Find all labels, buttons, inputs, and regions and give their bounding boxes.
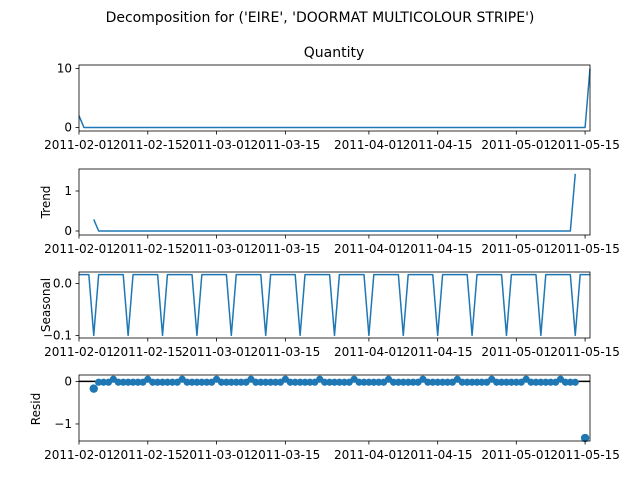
seasonal-ytick-label: 0.0 — [53, 276, 72, 290]
resid-axes-frame — [78, 374, 591, 442]
resid-point — [163, 378, 172, 386]
resid-point — [124, 378, 132, 386]
resid-point — [335, 378, 344, 386]
resid-point — [365, 378, 373, 386]
resid-point — [463, 378, 471, 386]
resid-point — [507, 378, 515, 386]
seasonal-xtick-label: 2011-05-15 — [550, 345, 620, 359]
trend-xtick-label: 2011-04-15 — [403, 242, 473, 256]
resid-point — [389, 378, 398, 386]
resid-point — [262, 378, 270, 386]
trend-xtick-label: 2011-05-01 — [481, 242, 551, 256]
resid-xtick-label: 2011-05-01 — [481, 448, 551, 462]
resid-xtick-label: 2011-03-15 — [250, 448, 320, 462]
resid-xtick-label: 2011-05-15 — [550, 448, 620, 462]
observed-xtick-label: 2011-02-15 — [113, 138, 183, 152]
resid-ylabel: Resid — [29, 393, 43, 425]
resid-xtick-label: 2011-04-15 — [403, 448, 473, 462]
resid-xtick-label: 2011-02-01 — [44, 448, 114, 462]
observed-xtick-label: 2011-05-01 — [481, 138, 551, 152]
resid-point — [193, 378, 201, 386]
seasonal-xtick-label: 2011-04-01 — [334, 345, 404, 359]
resid-point — [149, 378, 157, 386]
observed-xtick-label: 2011-04-01 — [334, 138, 404, 152]
resid-point — [134, 378, 142, 386]
resid-ytick-label: −1 — [54, 417, 72, 431]
resid-point — [237, 378, 245, 386]
observed-xtick-label: 2011-03-01 — [182, 138, 252, 152]
resid-xtick-label: 2011-02-15 — [113, 448, 183, 462]
resid-point — [306, 378, 314, 386]
resid-point — [478, 378, 486, 386]
resid-xtick-label: 2011-04-01 — [334, 448, 404, 462]
trend-series-line — [93, 173, 577, 232]
observed-axes-frame — [78, 64, 591, 132]
seasonal-xtick-label: 2011-05-01 — [481, 345, 551, 359]
seasonal-series-line — [79, 273, 590, 337]
resid-point — [532, 378, 540, 386]
resid-point — [95, 378, 103, 386]
observed-xtick-label: 2011-05-15 — [550, 138, 620, 152]
trend-xtick-label: 2011-02-15 — [113, 242, 183, 256]
observed-series-line — [78, 68, 591, 129]
observed-ytick-label: 0 — [64, 120, 72, 134]
resid-point — [404, 378, 412, 386]
resid-point — [252, 378, 260, 386]
seasonal-ytick-label: −0.1 — [43, 328, 72, 342]
resid-point — [561, 378, 570, 386]
observed-panel-title: Quantity — [304, 45, 365, 61]
resid-point — [89, 384, 98, 393]
trend-xtick-label: 2011-04-01 — [334, 242, 404, 256]
trend-axes-frame — [78, 168, 591, 236]
resid-point — [580, 433, 590, 443]
seasonal-xtick-label: 2011-03-15 — [250, 345, 320, 359]
seasonal-axes-frame — [78, 271, 591, 339]
observed-ytick-label: 10 — [57, 62, 72, 76]
resid-point — [571, 378, 579, 386]
resid-point — [222, 378, 230, 386]
seasonal-xtick-label: 2011-02-15 — [113, 345, 183, 359]
resid-xtick-label: 2011-03-01 — [182, 448, 252, 462]
trend-xtick-label: 2011-05-15 — [550, 242, 620, 256]
observed-xtick-label: 2011-02-01 — [44, 138, 114, 152]
observed-xtick-label: 2011-03-15 — [250, 138, 320, 152]
resid-point — [493, 378, 501, 386]
trend-ytick-label: 1 — [64, 184, 72, 198]
trend-ylabel: Trend — [39, 186, 53, 220]
seasonal-xtick-label: 2011-04-15 — [403, 345, 473, 359]
observed-xtick-label: 2011-04-15 — [403, 138, 473, 152]
seasonal-xtick-label: 2011-03-01 — [182, 345, 252, 359]
trend-xtick-label: 2011-02-01 — [44, 242, 114, 256]
trend-ytick-label: 0 — [64, 224, 72, 238]
resid-point — [321, 378, 329, 386]
seasonal-xtick-label: 2011-02-01 — [44, 345, 114, 359]
resid-point — [434, 378, 442, 386]
observed-panel: 0 10 2011-02-01 2011-02-15 2011-03-01 2011-03… — [44, 62, 620, 152]
trend-xtick-label: 2011-03-01 — [182, 242, 252, 256]
resid-point — [547, 378, 555, 386]
seasonal-ylabel: Seasonal — [39, 278, 53, 332]
figure-suptitle: Decomposition for ('EIRE', 'DOORMAT MULT… — [106, 10, 535, 26]
trend-xtick-label: 2011-03-15 — [250, 242, 320, 256]
resid-ytick-label: 0 — [64, 374, 72, 388]
resid-point — [291, 378, 299, 386]
